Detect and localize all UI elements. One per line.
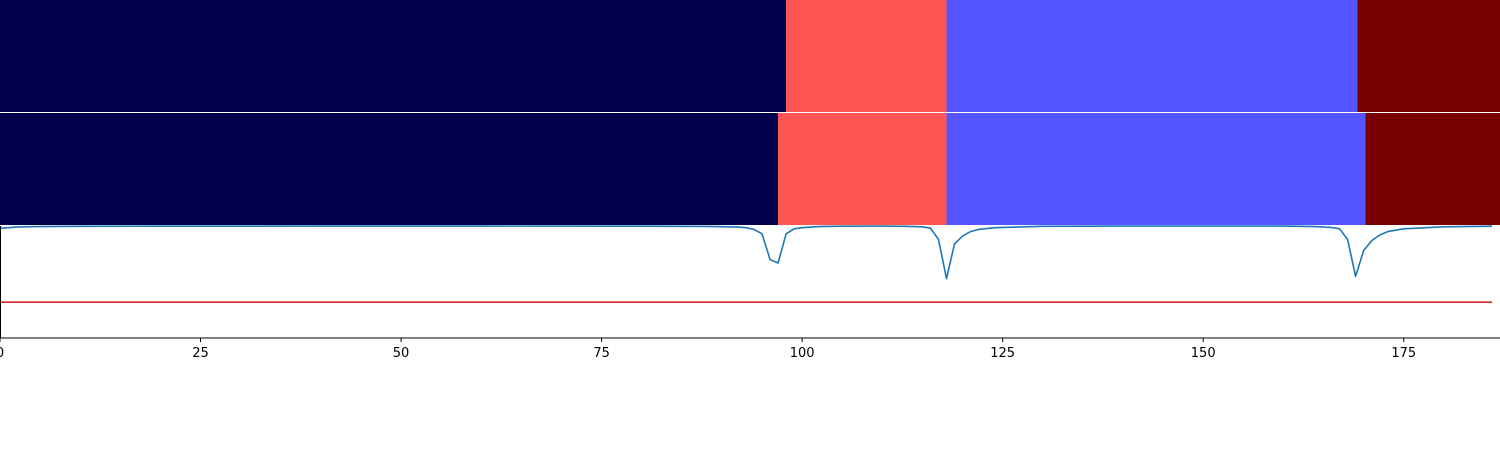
x-tick-label-1: 25 (192, 346, 209, 361)
x-tick-label-3: 75 (593, 346, 610, 361)
top-strip-segment-3 (1357, 0, 1500, 112)
middle-strip-segment-3 (1365, 113, 1500, 225)
x-axis: 0 25 50 75 100 125 150 175 (0, 338, 1416, 361)
top-strip-segment-1 (786, 0, 947, 112)
top-strip-segment-0 (0, 0, 787, 112)
x-tick-label-7: 175 (1391, 346, 1416, 361)
top-strip-panel (0, 0, 1500, 112)
middle-strip-segment-0 (0, 113, 779, 225)
series-line-0 (0, 225, 1493, 280)
bottom-plot-panel (0, 225, 1500, 339)
x-tick-label-5: 125 (990, 346, 1015, 361)
x-tick-label-6: 150 (1191, 346, 1216, 361)
middle-strip-panel (0, 113, 1500, 225)
middle-strip-segment-2 (946, 113, 1366, 225)
x-tick-label-2: 50 (393, 346, 410, 361)
top-strip-segment-2 (946, 0, 1358, 112)
middle-strip-segment-1 (778, 113, 947, 225)
x-tick-label-4: 100 (790, 346, 815, 361)
x-tick-label-0: 0 (0, 346, 4, 361)
